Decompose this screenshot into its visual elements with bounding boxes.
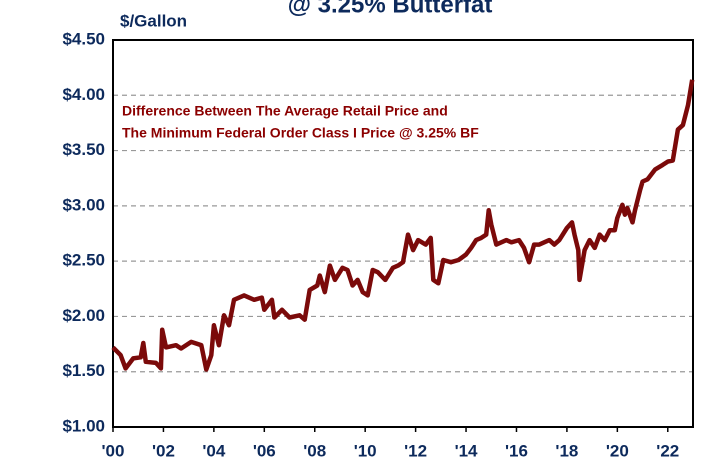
y-tick-label: $2.50 [62,251,105,270]
line-series [111,79,695,372]
x-tick-label: '16 [505,441,528,460]
x-tick-label: '12 [404,441,427,460]
y-tick-label: $3.50 [62,140,105,159]
annotation: The Minimum Federal Order Class I Price … [122,125,479,141]
y-tick-label: $1.00 [62,416,105,435]
chart-title: @ 3.25% Butterfat [288,0,493,18]
annotation: Difference Between The Average Retail Pr… [122,103,448,119]
x-tick-label: '04 [202,441,225,460]
x-tick-label: '06 [253,441,276,460]
x-tick-label: '10 [354,441,377,460]
y-tick-label: $3.00 [62,195,105,214]
x-tick-label: '18 [555,441,578,460]
x-tick-label: '14 [455,441,478,460]
y-tick-label: $1.50 [62,361,105,380]
plot-frame [112,39,694,428]
x-tick-label: '20 [606,441,629,460]
x-tick-label: '02 [152,441,175,460]
x-tick-label: '22 [656,441,679,460]
y-tick-label: $4.00 [62,85,105,104]
x-tick-label: '00 [102,441,125,460]
x-tick-label: '08 [303,441,326,460]
y-tick-label: $4.50 [62,29,105,48]
y-tick-label: $2.00 [62,306,105,325]
y-axis-label: $/Gallon [120,11,187,30]
